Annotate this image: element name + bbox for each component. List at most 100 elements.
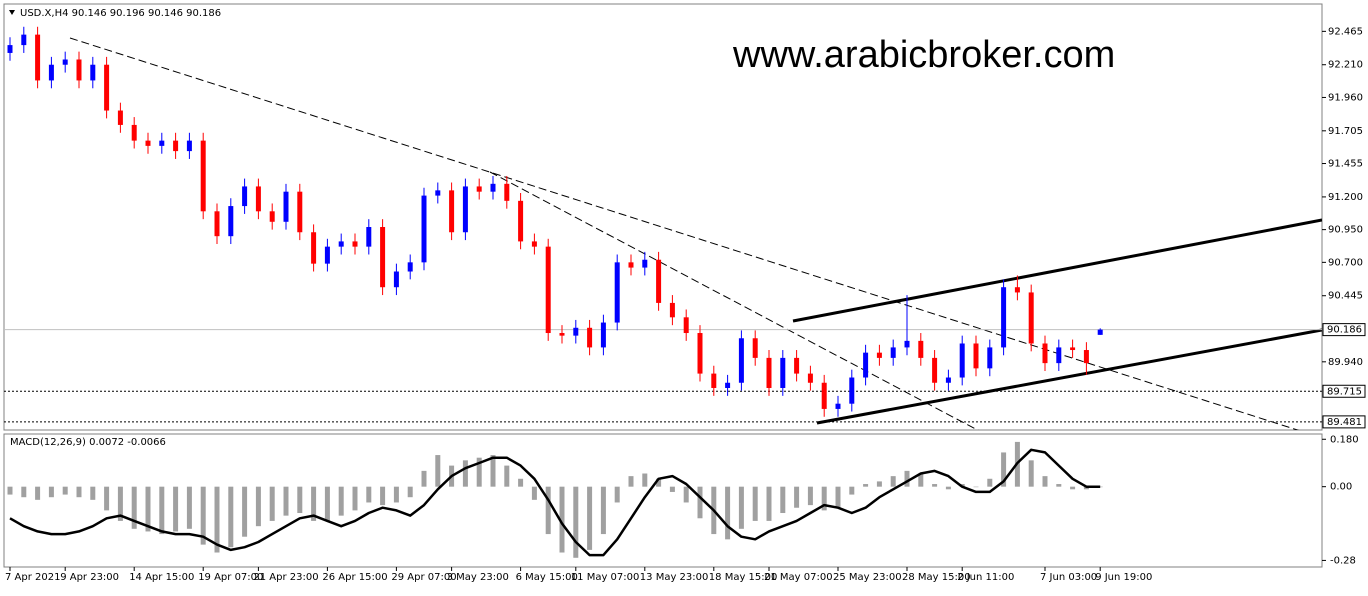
macd-bar [462, 460, 468, 487]
level-label: 89.481 [1327, 417, 1362, 428]
macd-bar [352, 486, 358, 511]
candle-body [407, 262, 413, 272]
macd-y-tick-label: 0.180 [1330, 434, 1359, 445]
macd-y-tick-label: 0.00 [1330, 482, 1352, 493]
macd-bar [904, 470, 910, 487]
macd-bar [324, 486, 330, 521]
candle-body [1028, 292, 1034, 344]
x-tick-label: 25 May 23:00 [833, 572, 902, 583]
candle-body [628, 262, 634, 268]
macd-bar [738, 486, 744, 529]
level-box [1322, 384, 1366, 398]
candle-body [1042, 343, 1048, 364]
x-tick-label: 29 Apr 07:00 [391, 572, 456, 583]
candle-body [117, 110, 123, 125]
candle-body [835, 403, 841, 409]
macd-bar [545, 486, 551, 535]
candle-body [145, 140, 151, 146]
macd-bar [807, 486, 813, 506]
candle-body [932, 357, 938, 383]
candle-body [200, 140, 206, 212]
candle-body [656, 259, 662, 303]
candle-body [48, 64, 54, 81]
x-tick-label: 9 Apr 23:00 [60, 572, 119, 583]
macd-bar [683, 486, 689, 503]
candle-body [918, 340, 924, 358]
candle-body [531, 241, 537, 247]
candle-body [435, 190, 441, 196]
y-tick-label: 92.210 [1328, 60, 1363, 71]
candle-body [876, 352, 882, 358]
macd-bar [697, 486, 703, 519]
macd-bar [725, 486, 731, 540]
macd-bar [1028, 460, 1034, 487]
candle-body [35, 34, 41, 81]
x-tick-label: 21 May 07:00 [764, 572, 833, 583]
candle-body [76, 59, 82, 81]
candle-body [863, 352, 869, 378]
collapse-icon [9, 10, 15, 15]
macd-bar [338, 486, 344, 516]
candle-body [752, 338, 758, 358]
macd-bar [752, 486, 758, 521]
macd-bar [849, 486, 855, 495]
watermark: www.arabicbroker.com [732, 34, 1115, 76]
macd-bar [269, 486, 275, 521]
macd-bar [200, 486, 206, 545]
candle-body [186, 140, 192, 152]
macd-bar [476, 457, 482, 487]
trendline [489, 171, 979, 430]
candle-body [890, 347, 896, 358]
y-tick-label: 90.700 [1328, 257, 1363, 268]
macd-bar [283, 486, 289, 516]
x-tick-label: 14 Apr 15:00 [129, 572, 194, 583]
x-tick-label: 28 May 15:00 [902, 572, 971, 583]
macd-bar [780, 486, 786, 514]
y-tick-label: 91.455 [1328, 159, 1363, 170]
candle-body [600, 322, 606, 348]
macd-bar [421, 470, 427, 487]
candle-body [697, 333, 703, 374]
macd-bar [186, 486, 192, 529]
macd-bar [297, 486, 303, 514]
candle-body [545, 246, 551, 334]
x-tick-label: 2 Jun 11:00 [957, 572, 1014, 583]
macd-bar [21, 486, 27, 498]
candle-body [945, 377, 951, 383]
candle-body [21, 34, 27, 46]
candle-body [849, 377, 855, 404]
y-tick-label: 91.200 [1328, 192, 1363, 203]
current-price-label: 90.186 [1327, 325, 1362, 336]
macd-bar [145, 486, 151, 532]
macd-bar [104, 486, 110, 511]
candle-body [587, 327, 593, 348]
candle-body [421, 195, 427, 263]
candle-body [338, 241, 344, 247]
candle-body [807, 373, 813, 383]
candle-body [7, 45, 13, 53]
candle-body [504, 183, 510, 201]
macd-bar [62, 486, 68, 495]
y-tick-label: 91.960 [1328, 92, 1363, 103]
candle-body [794, 357, 800, 374]
macd-panel [3, 433, 1323, 568]
macd-bar [1070, 486, 1076, 490]
macd-bar [7, 486, 13, 495]
macd-bar [255, 486, 261, 527]
channel-lower [816, 328, 1322, 425]
macd-bar [1083, 486, 1089, 490]
candle-body [1014, 287, 1020, 293]
macd-bar [1001, 452, 1007, 487]
macd-bar [35, 486, 41, 500]
x-tick-label: 13 May 23:00 [640, 572, 709, 583]
macd-bar [835, 486, 841, 508]
x-tick-label: 7 Jun 03:00 [1040, 572, 1097, 583]
candle-body [90, 64, 96, 81]
symbol-header: USD.X,H4 90.146 90.196 90.146 90.186 [20, 8, 221, 19]
candle-body [255, 186, 261, 212]
x-tick-label: 6 May 15:00 [516, 572, 578, 583]
y-tick-label: 92.465 [1328, 26, 1363, 37]
candle-body [973, 343, 979, 369]
